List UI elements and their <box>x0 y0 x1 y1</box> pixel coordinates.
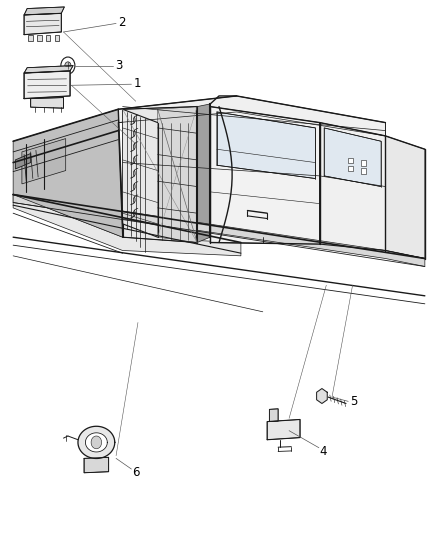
Polygon shape <box>78 426 115 458</box>
Polygon shape <box>267 419 300 440</box>
Polygon shape <box>13 109 123 237</box>
Text: 4: 4 <box>320 446 327 458</box>
Polygon shape <box>24 66 73 73</box>
Text: 2: 2 <box>118 16 126 29</box>
Polygon shape <box>197 104 210 243</box>
Polygon shape <box>13 195 425 266</box>
Bar <box>55 35 59 41</box>
Polygon shape <box>123 107 197 243</box>
Polygon shape <box>324 128 381 187</box>
Text: 1: 1 <box>134 77 141 90</box>
Polygon shape <box>24 7 64 15</box>
Polygon shape <box>118 96 385 136</box>
Polygon shape <box>320 123 385 251</box>
Polygon shape <box>84 457 109 473</box>
Polygon shape <box>123 109 158 237</box>
Polygon shape <box>13 195 241 256</box>
Polygon shape <box>158 107 197 243</box>
Bar <box>361 160 366 166</box>
Polygon shape <box>24 13 61 35</box>
Text: 3: 3 <box>115 59 123 71</box>
Polygon shape <box>85 433 107 452</box>
Circle shape <box>61 57 75 74</box>
Polygon shape <box>24 71 70 99</box>
Bar <box>361 168 366 174</box>
Text: 5: 5 <box>350 395 358 408</box>
Bar <box>37 35 42 41</box>
Polygon shape <box>217 112 315 179</box>
Polygon shape <box>210 107 320 244</box>
Polygon shape <box>31 98 64 108</box>
Polygon shape <box>385 136 425 259</box>
Polygon shape <box>15 154 31 169</box>
Polygon shape <box>317 389 327 403</box>
Polygon shape <box>22 139 66 184</box>
Bar <box>348 166 353 171</box>
Bar <box>348 158 353 163</box>
Bar <box>28 35 33 41</box>
Circle shape <box>65 62 71 69</box>
Circle shape <box>91 436 102 449</box>
Polygon shape <box>269 409 278 422</box>
Text: 6: 6 <box>132 466 140 479</box>
Bar <box>46 35 50 41</box>
